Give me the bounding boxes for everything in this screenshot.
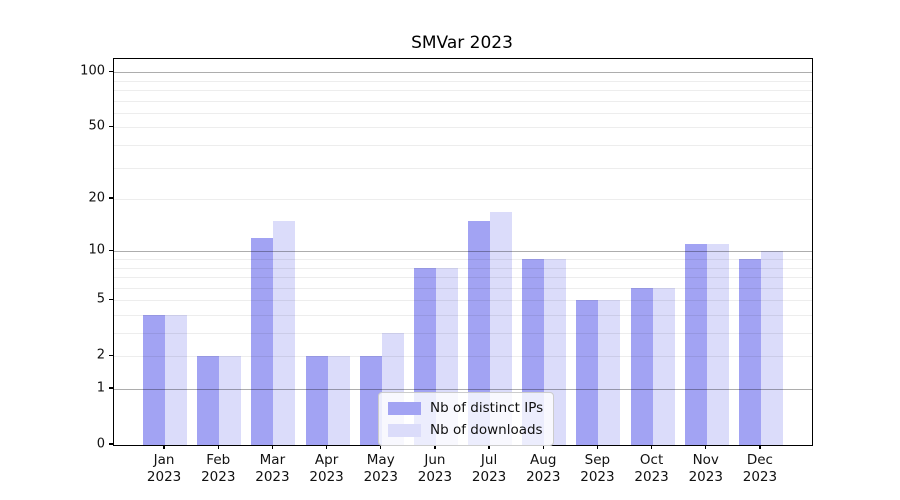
bar-ips-feb xyxy=(197,356,220,445)
x-tick-mark xyxy=(759,445,761,449)
x-tick-mark xyxy=(163,445,165,449)
y-tick-label: 10 xyxy=(88,242,105,258)
x-tick-mark xyxy=(217,445,219,449)
x-tick-label: Jun 2023 xyxy=(417,452,453,485)
minor-gridline xyxy=(114,167,812,169)
bar-downloads-sep xyxy=(598,300,621,445)
minor-gridline xyxy=(114,80,812,82)
x-tick-label: Mar 2023 xyxy=(255,452,290,485)
bar-ips-nov xyxy=(684,244,707,445)
minor-gridline xyxy=(114,267,812,269)
bar-ips-may xyxy=(359,356,382,445)
bar-downloads-jan xyxy=(165,315,188,445)
x-tick-label: Nov 2023 xyxy=(688,452,723,485)
legend-swatch-distinct-ips xyxy=(388,401,421,415)
x-tick-mark xyxy=(434,445,436,449)
x-tick-mark xyxy=(650,445,653,449)
x-tick-mark xyxy=(325,445,328,449)
minor-gridline xyxy=(114,277,812,279)
x-tick-label: Oct 2023 xyxy=(634,452,669,485)
x-tick-mark xyxy=(380,445,382,449)
x-tick-label: Sep 2023 xyxy=(580,452,615,485)
bar-downloads-dec xyxy=(760,251,783,445)
legend-label: Nb of distinct IPs xyxy=(430,400,544,416)
y-tick-label: 1 xyxy=(96,380,105,396)
y-tick-mark xyxy=(109,387,113,389)
minor-gridline xyxy=(114,314,812,316)
y-tick-label: 0 xyxy=(96,436,105,452)
y-tick-mark xyxy=(109,443,113,445)
y-tick-label: 100 xyxy=(80,63,105,79)
grid-layer xyxy=(114,59,812,445)
minor-gridline xyxy=(114,333,812,335)
minor-gridline xyxy=(114,356,812,358)
bar-ips-jul xyxy=(468,221,491,445)
x-tick-mark xyxy=(596,445,598,449)
x-tick-label: Jan 2023 xyxy=(146,452,182,485)
plot-area: Nb of distinct IPs Nb of downloads xyxy=(113,58,813,446)
minor-gridline xyxy=(114,145,812,147)
bar-ips-sep xyxy=(576,300,599,445)
legend-row: Nb of distinct IPs xyxy=(388,400,543,416)
bar-downloads-jul xyxy=(490,211,513,445)
bar-downloads-feb xyxy=(219,356,242,445)
y-tick-label: 5 xyxy=(96,291,105,307)
minor-gridline xyxy=(114,112,812,114)
y-tick-mark xyxy=(109,125,113,127)
minor-gridline xyxy=(114,259,812,260)
x-tick-label: Aug 2023 xyxy=(526,452,561,485)
x-tick-mark xyxy=(488,445,490,449)
y-tick-mark xyxy=(109,197,113,199)
x-tick-label: Dec 2023 xyxy=(742,452,778,485)
x-tick-mark xyxy=(705,445,707,449)
legend-swatch-downloads xyxy=(388,423,421,437)
bar-downloads-apr xyxy=(327,356,350,445)
bar-ips-mar xyxy=(251,237,274,445)
x-tick-label: May 2023 xyxy=(363,452,398,485)
legend-label: Nb of downloads xyxy=(430,422,543,438)
y-tick-mark xyxy=(109,298,113,300)
x-tick-label: Jul 2023 xyxy=(471,452,507,485)
bar-ips-dec xyxy=(738,259,761,445)
bar-downloads-oct xyxy=(652,287,675,445)
chart-title: SMVar 2023 xyxy=(411,33,513,53)
y-tick-label: 20 xyxy=(88,190,105,206)
minor-gridline xyxy=(114,199,812,201)
minor-gridline xyxy=(114,90,812,92)
bar-ips-oct xyxy=(630,287,653,445)
y-tick-mark xyxy=(109,249,113,251)
y-tick-mark xyxy=(109,70,113,72)
x-tick-label: Feb 2023 xyxy=(201,452,236,485)
minor-gridline xyxy=(114,300,812,302)
y-tick-label: 2 xyxy=(96,347,105,363)
legend: Nb of distinct IPs Nb of downloads xyxy=(378,392,555,446)
bar-downloads-mar xyxy=(273,221,296,445)
x-tick-mark xyxy=(271,445,273,449)
bar-ips-apr xyxy=(305,356,328,445)
legend-row: Nb of downloads xyxy=(388,422,543,438)
bar-ips-jan xyxy=(143,315,166,445)
minor-gridline xyxy=(114,287,812,289)
minor-gridline xyxy=(114,127,812,129)
major-gridline xyxy=(114,251,812,253)
y-tick-mark xyxy=(109,354,113,356)
x-tick-mark xyxy=(542,445,544,449)
y-tick-label: 50 xyxy=(88,118,105,134)
major-gridline xyxy=(114,72,812,74)
major-gridline xyxy=(114,389,812,390)
bar-downloads-nov xyxy=(706,244,729,445)
x-tick-label: Apr 2023 xyxy=(309,452,344,485)
minor-gridline xyxy=(114,100,812,102)
